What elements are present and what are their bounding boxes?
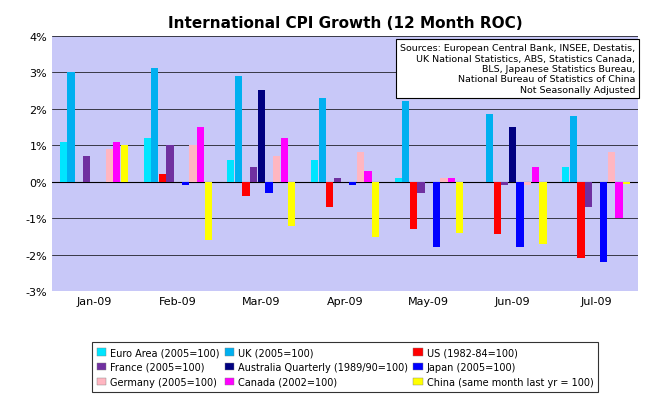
Bar: [440, 179, 448, 182]
Bar: [395, 179, 402, 182]
Bar: [182, 182, 189, 186]
Text: Sources: European Central Bank, INSEE, Destatis,
UK National Statistics, ABS, St: Sources: European Central Bank, INSEE, D…: [400, 44, 635, 95]
Bar: [288, 182, 296, 226]
Bar: [326, 182, 333, 208]
Bar: [600, 182, 607, 262]
Bar: [151, 69, 158, 182]
Bar: [197, 128, 204, 182]
Bar: [585, 182, 592, 208]
Bar: [105, 149, 113, 182]
Bar: [402, 102, 409, 182]
Bar: [189, 146, 197, 182]
Bar: [357, 153, 364, 182]
Bar: [281, 139, 288, 182]
Bar: [623, 182, 630, 184]
Bar: [235, 77, 242, 182]
Bar: [372, 182, 379, 237]
Bar: [242, 182, 250, 197]
Bar: [456, 182, 463, 233]
Legend: Euro Area (2005=100), France (2005=100), Germany (2005=100), UK (2005=100), Aust: Euro Area (2005=100), France (2005=100),…: [92, 342, 598, 392]
Bar: [311, 160, 318, 182]
Bar: [349, 182, 356, 186]
Bar: [539, 182, 547, 244]
Bar: [167, 146, 174, 182]
Title: International CPI Growth (12 Month ROC): International CPI Growth (12 Month ROC): [168, 16, 522, 31]
Bar: [113, 142, 120, 182]
Bar: [410, 182, 417, 230]
Bar: [121, 146, 128, 182]
Bar: [516, 182, 523, 248]
Bar: [68, 73, 75, 182]
Bar: [532, 168, 539, 182]
Bar: [250, 168, 257, 182]
Bar: [570, 117, 577, 182]
Bar: [159, 175, 166, 182]
Bar: [83, 157, 90, 182]
Bar: [143, 139, 151, 182]
Bar: [509, 128, 516, 182]
Bar: [227, 160, 234, 182]
Bar: [417, 182, 424, 193]
Bar: [577, 182, 585, 259]
Bar: [318, 98, 326, 182]
Bar: [273, 157, 280, 182]
Bar: [493, 182, 501, 234]
Bar: [562, 168, 569, 182]
Bar: [615, 182, 622, 219]
Bar: [524, 182, 531, 186]
Bar: [486, 115, 493, 182]
Bar: [365, 171, 372, 182]
Bar: [258, 91, 265, 182]
Bar: [501, 182, 508, 186]
Bar: [60, 142, 67, 182]
Bar: [433, 182, 440, 248]
Bar: [608, 153, 615, 182]
Bar: [448, 179, 455, 182]
Bar: [266, 182, 273, 193]
Bar: [334, 179, 341, 182]
Bar: [204, 182, 212, 241]
